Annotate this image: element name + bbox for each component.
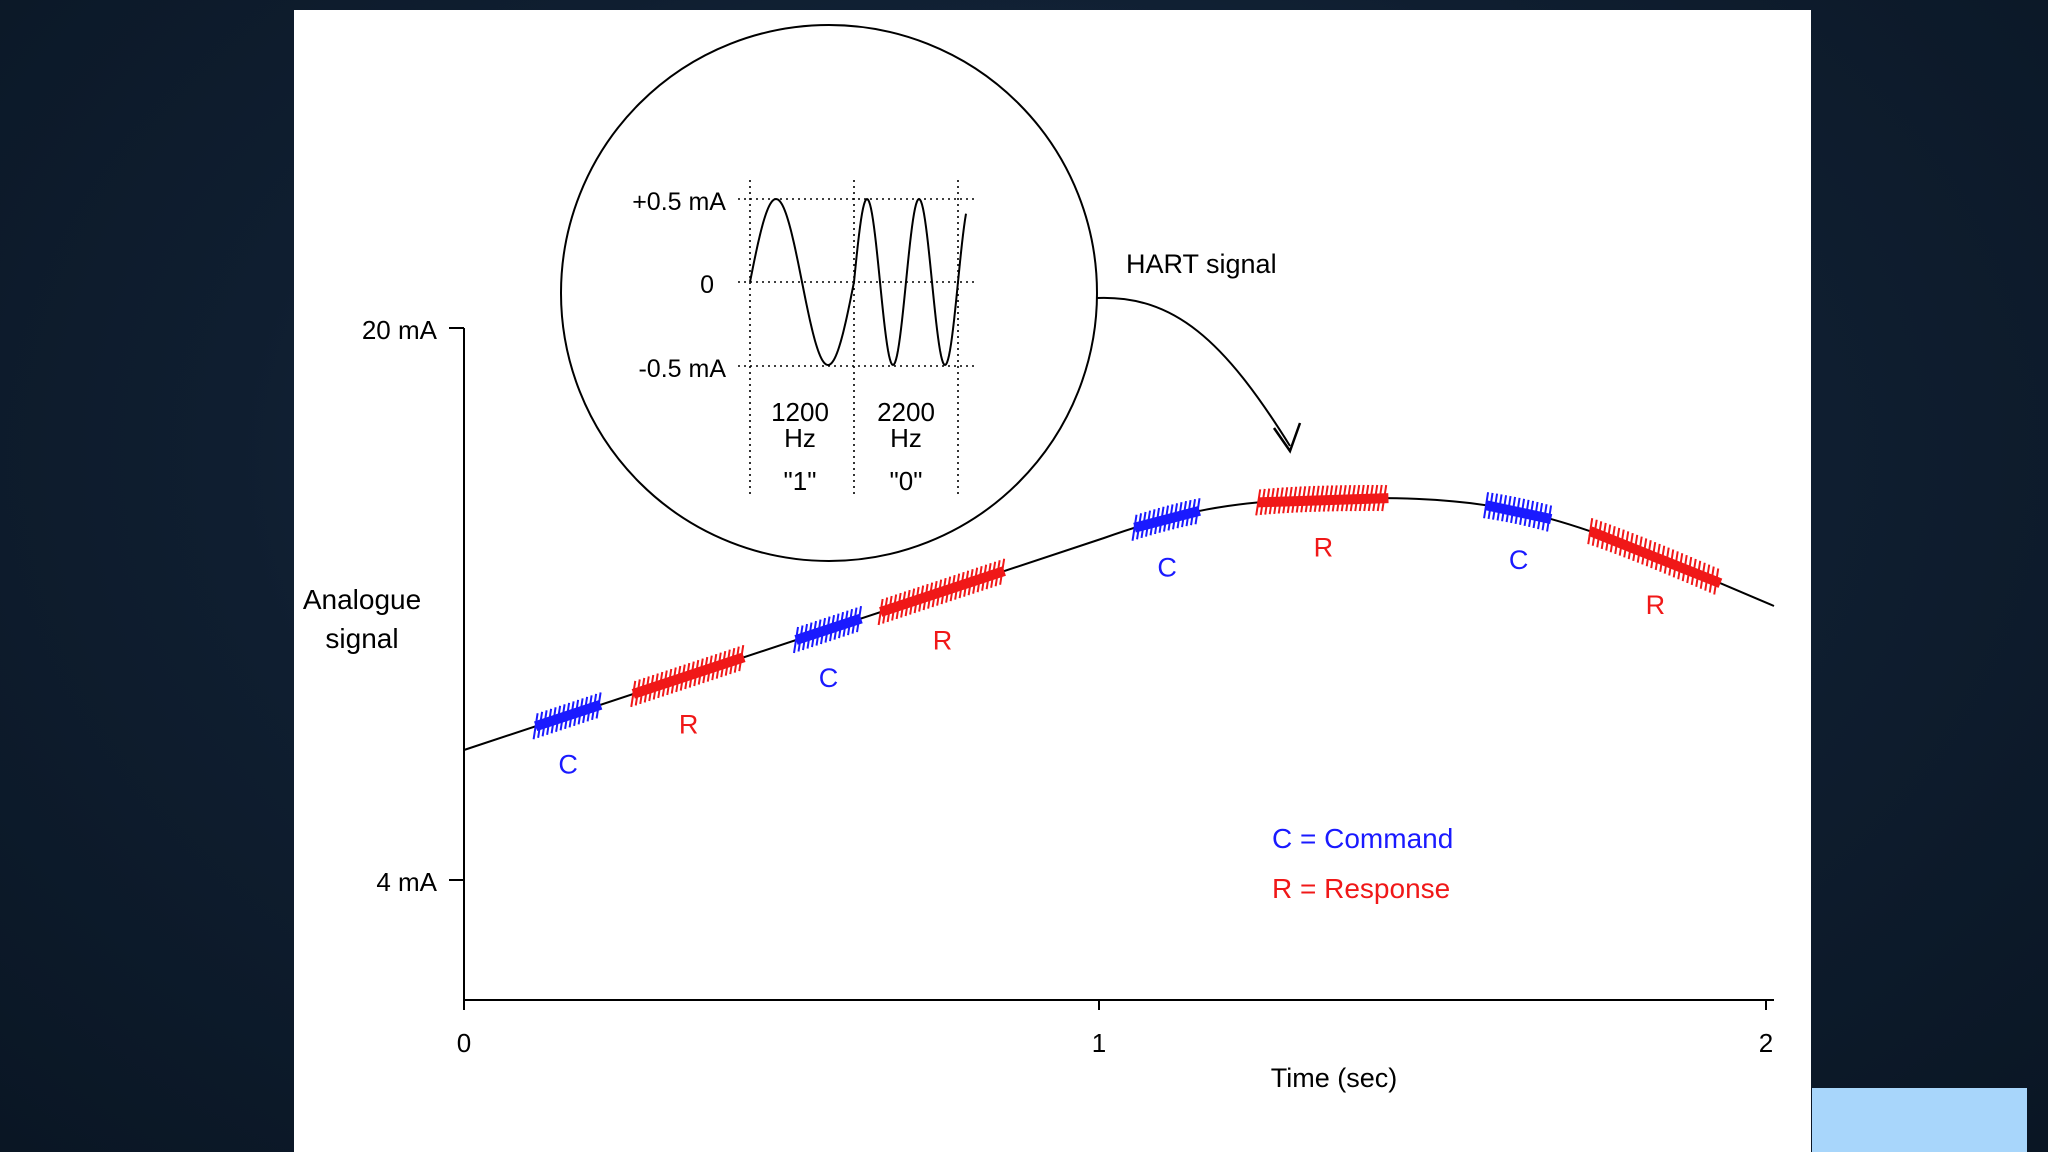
- command-burst: [532, 692, 603, 740]
- response-burst: [630, 645, 746, 708]
- y-title-line2: signal: [325, 623, 398, 654]
- x-tick-label-0: 0: [457, 1028, 471, 1058]
- corner-accent-box: [1812, 1088, 2027, 1152]
- command-burst-label: C: [1509, 545, 1529, 575]
- freq1-value: 1200: [771, 397, 829, 427]
- y-title-line1: Analogue: [303, 584, 421, 615]
- command-burst-label: C: [1157, 552, 1177, 582]
- y-axis: [449, 327, 465, 1000]
- freq2-unit: Hz: [890, 423, 922, 453]
- command-burst: [1131, 498, 1201, 541]
- inset-label-neg: -0.5 mA: [638, 355, 726, 383]
- inset-label-zero: 0: [700, 271, 714, 299]
- hart-bursts: C R C R C R C R: [532, 484, 1723, 779]
- hart-figure: 20 mA 4 mA Analogue signal 0 1 2 Time (s…: [294, 10, 1811, 1152]
- response-burst: [877, 558, 1006, 626]
- x-axis-title: Time (sec): [1271, 1063, 1398, 1093]
- hart-inset: +0.5 mA 0 -0.5 mA 1200 Hz "1" 2200 Hz "0…: [560, 24, 1098, 562]
- magnifier-circle: [560, 24, 1098, 562]
- x-axis: [463, 999, 1774, 1010]
- command-burst-label: C: [819, 663, 839, 693]
- response-burst-label: R: [933, 626, 953, 656]
- hart-signal-callout: HART signal: [1126, 249, 1277, 279]
- freq2-value: 2200: [877, 397, 935, 427]
- y-label-4ma: 4 mA: [376, 867, 437, 897]
- x-tick-label-2: 2: [1759, 1028, 1773, 1058]
- command-burst: [793, 606, 863, 654]
- y-label-20ma: 20 mA: [362, 315, 438, 345]
- hart-diagram: 20 mA 4 mA Analogue signal 0 1 2 Time (s…: [303, 24, 1775, 1093]
- response-burst-label: R: [679, 710, 699, 740]
- freq1-unit: Hz: [784, 423, 816, 453]
- analogue-signal-curve: [463, 496, 1775, 751]
- inset-gridlines: [738, 180, 978, 498]
- command-burst: [1483, 492, 1553, 532]
- legend-command: C = Command: [1272, 823, 1453, 854]
- bit-0-label: "0": [890, 466, 923, 496]
- legend-response: R = Response: [1272, 873, 1450, 904]
- inset-label-pos: +0.5 mA: [632, 188, 726, 216]
- x-tick-label-1: 1: [1092, 1028, 1106, 1058]
- bit-1-label: "1": [784, 466, 817, 496]
- command-burst-label: C: [558, 749, 578, 779]
- response-burst-label: R: [1314, 533, 1334, 563]
- response-burst: [1255, 484, 1389, 516]
- response-burst-label: R: [1646, 590, 1666, 620]
- callout-arrow: [1096, 296, 1291, 447]
- callout-arrowhead: [1272, 422, 1302, 454]
- hart-fsk-wave: [749, 197, 967, 367]
- response-burst: [1587, 518, 1723, 595]
